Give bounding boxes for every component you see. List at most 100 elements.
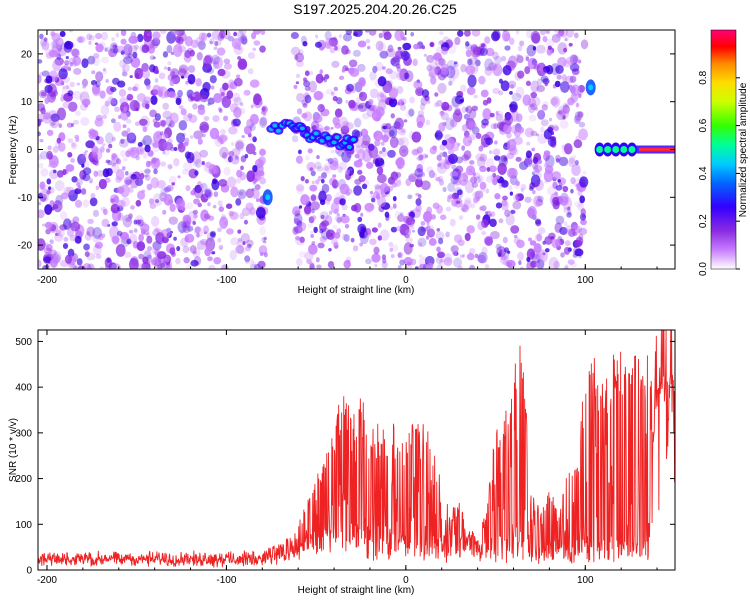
spectrogram-blob xyxy=(226,176,237,188)
spectrogram-blob xyxy=(445,138,455,151)
spectrogram-blob xyxy=(528,186,534,191)
spectrogram-blob xyxy=(579,195,585,204)
spectrogram-blob xyxy=(308,80,318,93)
spectrogram-blob xyxy=(453,186,464,200)
spectrogram-blob xyxy=(83,151,87,156)
spectrogram-blob xyxy=(413,80,423,90)
spectrogram-blob xyxy=(67,90,74,97)
zero-hz-line-core-center xyxy=(639,148,675,151)
spectrogram-blob xyxy=(211,251,216,255)
spectrogram-blob xyxy=(345,99,349,104)
spectrogram-blob xyxy=(343,234,350,242)
spectrogram-blob xyxy=(255,198,261,202)
spectrogram-blob xyxy=(563,206,568,213)
spectrogram-blob xyxy=(132,51,138,59)
spectrogram-blob xyxy=(96,169,105,177)
spectrogram-blob xyxy=(531,32,541,44)
spectrogram-blob xyxy=(102,114,108,119)
spectrogram-blob xyxy=(141,189,146,193)
spectrogram-blob xyxy=(462,135,473,147)
spectrogram-blob xyxy=(391,182,397,188)
spectrogram-blob xyxy=(527,205,537,219)
spectrogram-blob xyxy=(526,260,535,269)
spectrogram-blob xyxy=(236,74,241,79)
spectrogram-blob xyxy=(230,237,240,246)
spectrogram-blob xyxy=(579,176,589,188)
spectrogram-blob xyxy=(47,145,52,151)
spectrogram-blob xyxy=(81,98,91,106)
spectrogram-blob xyxy=(120,138,125,145)
spectrogram-blob xyxy=(466,253,475,261)
spectrogram-blob xyxy=(251,188,260,199)
spectrogram-blob xyxy=(562,185,569,193)
spectrogram-blob xyxy=(500,154,508,163)
spectrogram-blob xyxy=(450,175,459,185)
spectrogram-blob xyxy=(235,245,245,254)
spectrogram-blob xyxy=(539,30,547,36)
spectrogram-blob xyxy=(296,185,305,195)
spectrogram-blob xyxy=(352,49,361,57)
spectrogram-blob xyxy=(122,56,133,65)
spectrogram-blob xyxy=(395,158,404,167)
spectrogram-blob xyxy=(513,136,523,145)
spectrogram-blob xyxy=(515,30,520,35)
spectrogram-blob xyxy=(463,30,471,37)
spectrogram-blob xyxy=(388,125,398,138)
spectrogram-blob xyxy=(311,241,316,246)
spectrogram-blob xyxy=(455,156,463,164)
spectrogram-blob xyxy=(243,219,248,225)
spectrogram-blob xyxy=(374,116,381,122)
spectrogram-blob xyxy=(463,199,472,210)
spectrogram-blob xyxy=(237,238,243,243)
spectrogram-blob xyxy=(464,107,469,112)
spectrogram-blob xyxy=(221,152,228,159)
spectrogram-blob xyxy=(538,227,546,234)
x-tick-label: 100 xyxy=(577,575,594,586)
spectrogram-blob xyxy=(573,59,578,63)
spectrogram-blob xyxy=(535,198,544,207)
spectrogram-blob xyxy=(376,153,382,160)
spectrogram-blob xyxy=(488,213,493,218)
spectrogram-blob xyxy=(71,48,80,58)
spectrogram-blob xyxy=(86,231,91,235)
spectrogram-blob xyxy=(564,264,569,269)
spectrogram-blob xyxy=(396,137,405,146)
spectrogram-blob xyxy=(117,200,124,208)
spectrogram-blob xyxy=(38,259,42,268)
spectrogram-blob xyxy=(229,211,239,220)
spectrogram-blob xyxy=(43,247,52,255)
spectrogram-blob xyxy=(318,190,327,203)
spectrogram-blob xyxy=(142,69,151,79)
spectrogram-blob xyxy=(116,45,125,53)
spectrogram-blob xyxy=(105,132,114,144)
spectrogram-blob xyxy=(530,80,540,93)
spectrogram-blob xyxy=(510,84,515,90)
spectrogram-blob xyxy=(365,258,372,265)
spectrogram-blob xyxy=(344,122,354,130)
spectrogram-blob xyxy=(259,101,263,105)
spectrogram-blob xyxy=(54,233,64,242)
spectrogram-blob xyxy=(477,175,484,183)
spectrogram-blob xyxy=(353,30,363,38)
spectrogram-blob xyxy=(66,122,73,128)
spectrogram-blob xyxy=(302,102,308,108)
spectrogram-blob xyxy=(358,158,363,162)
spectrogram-blob xyxy=(246,239,254,247)
spectrogram-blob xyxy=(407,194,413,200)
spectrogram-blob xyxy=(217,237,222,243)
spectrogram-blob xyxy=(186,89,194,99)
spectrogram-blob xyxy=(40,168,49,177)
spectrogram-blob xyxy=(192,91,202,102)
spectrogram-blob xyxy=(368,98,374,106)
spectrogram-blob xyxy=(127,86,133,91)
spectrogram-blob xyxy=(578,233,584,241)
x-tick-label: 0 xyxy=(403,575,409,586)
spectrogram-blob xyxy=(204,213,211,220)
spectrogram-blob xyxy=(190,190,196,196)
spectrogram-blob xyxy=(235,141,244,150)
x-tick-label: -100 xyxy=(216,275,236,286)
spectrogram-blob xyxy=(471,105,478,112)
spectrogram-blob xyxy=(457,30,464,37)
spectrogram-blob xyxy=(378,32,384,39)
spectrogram-blob xyxy=(563,221,568,226)
